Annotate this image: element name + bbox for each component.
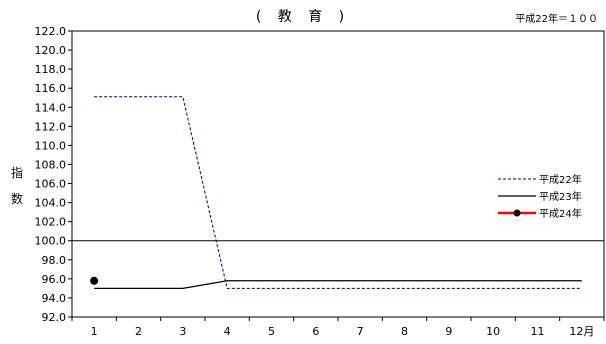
chart-title: ( 教 育 ) bbox=[255, 9, 351, 25]
series-point-2 bbox=[90, 276, 99, 285]
y-tick-label: 108.0 bbox=[35, 158, 67, 171]
x-tick-label: 4 bbox=[224, 325, 231, 338]
legend-swatch-h22 bbox=[498, 178, 536, 179]
x-tick-label: 7 bbox=[357, 325, 364, 338]
series-line-1 bbox=[94, 280, 582, 289]
y-tick-label: 122.0 bbox=[35, 25, 67, 38]
y-tick-label: 116.0 bbox=[35, 82, 67, 95]
y-tick-label: 96.0 bbox=[42, 273, 67, 286]
x-tick-label: 5 bbox=[268, 325, 275, 338]
legend-label-h24: 平成24年 bbox=[539, 209, 582, 220]
x-tick-label: 6 bbox=[312, 325, 319, 338]
base-year-note: 平成22年＝１００ bbox=[515, 14, 598, 25]
x-tick-label: 10 bbox=[486, 325, 500, 338]
x-tick-label: 1 bbox=[91, 325, 98, 338]
x-tick-label: 9 bbox=[445, 325, 452, 338]
legend: 平成22年 平成23年 平成24年 bbox=[498, 170, 582, 221]
x-tick-label: 12月 bbox=[569, 325, 594, 338]
legend-item-h23: 平成23年 bbox=[498, 187, 582, 204]
y-tick-label: 100.0 bbox=[35, 235, 67, 248]
legend-item-h24: 平成24年 bbox=[498, 204, 582, 221]
legend-label-h22: 平成22年 bbox=[539, 175, 582, 186]
legend-label-h23: 平成23年 bbox=[539, 192, 582, 203]
y-tick-label: 106.0 bbox=[35, 178, 67, 191]
y-tick-label: 102.0 bbox=[35, 216, 67, 229]
y-tick-label: 118.0 bbox=[35, 63, 67, 76]
series-line-0 bbox=[94, 96, 582, 289]
x-tick-label: 2 bbox=[135, 325, 142, 338]
y-tick-label: 94.0 bbox=[42, 292, 67, 305]
legend-item-h22: 平成22年 bbox=[498, 170, 582, 187]
y-tick-label: 110.0 bbox=[35, 139, 67, 152]
y-tick-label: 114.0 bbox=[35, 101, 67, 114]
legend-swatch-h23 bbox=[498, 194, 536, 197]
y-tick-label: 92.0 bbox=[42, 311, 67, 324]
y-tick-label: 120.0 bbox=[35, 44, 67, 57]
y-tick-label: 104.0 bbox=[35, 197, 67, 210]
y-tick-label: 112.0 bbox=[35, 120, 67, 133]
y-tick-label: 98.0 bbox=[42, 254, 67, 267]
x-tick-label: 11 bbox=[531, 325, 545, 338]
x-tick-label: 8 bbox=[401, 325, 408, 338]
legend-swatch-h24 bbox=[498, 209, 536, 216]
y-axis-label: 指数 bbox=[10, 166, 23, 206]
x-tick-label: 3 bbox=[179, 325, 186, 338]
